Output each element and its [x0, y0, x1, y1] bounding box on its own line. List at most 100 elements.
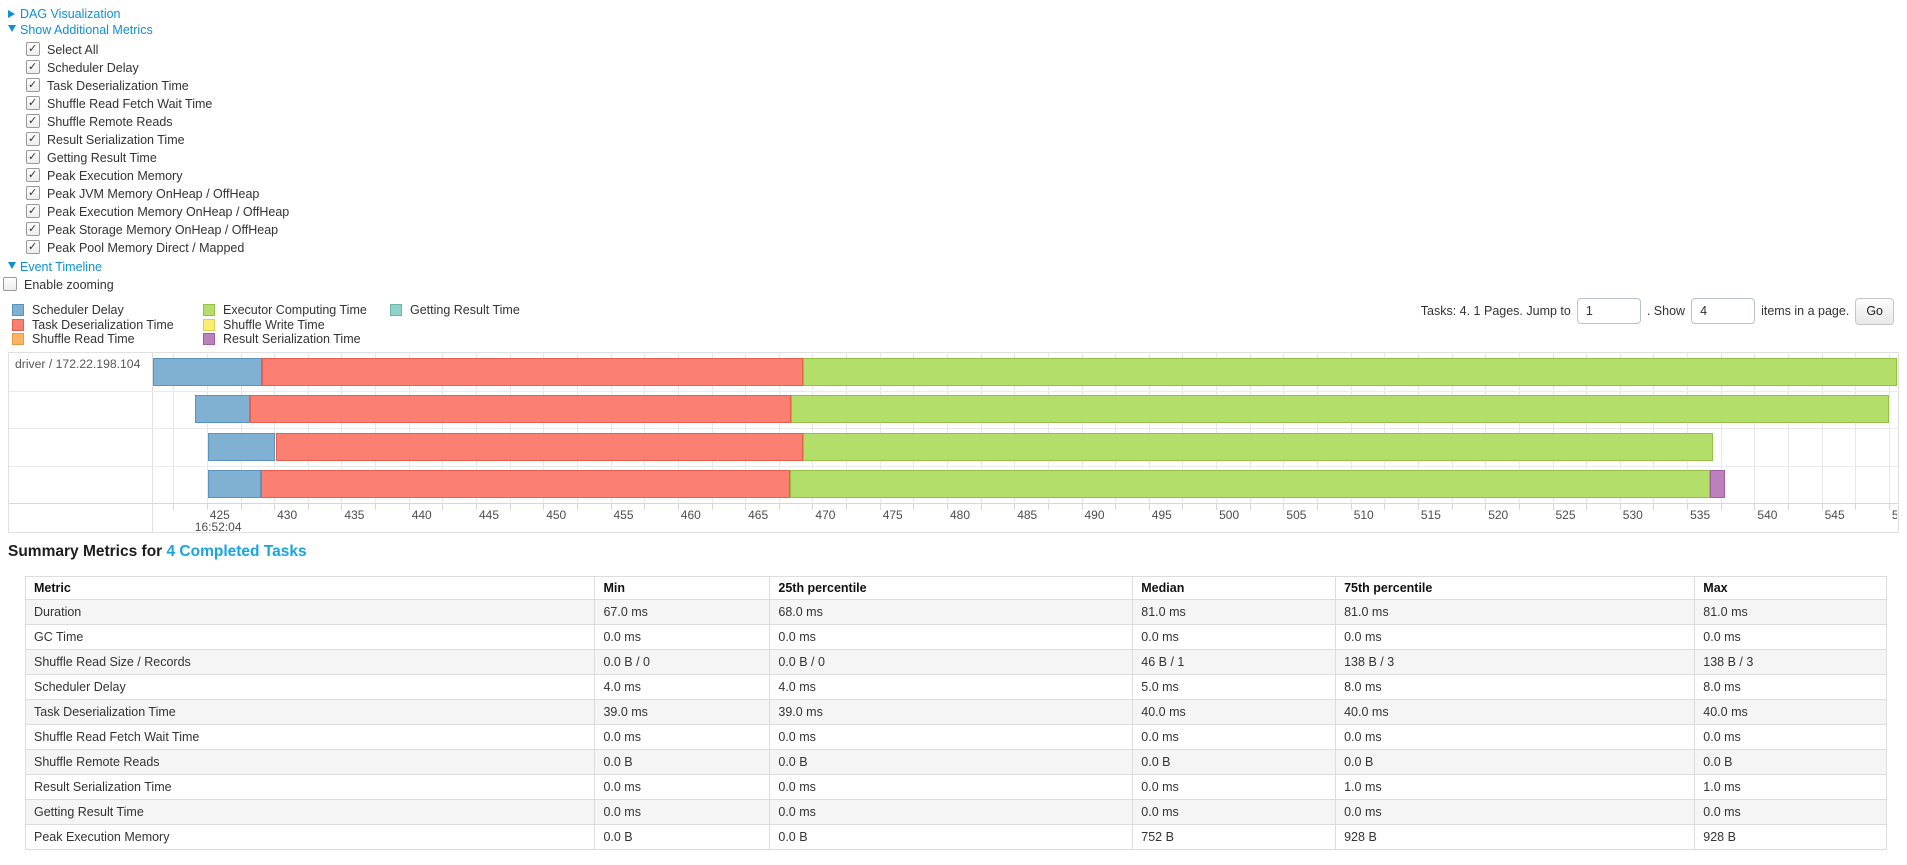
- table-cell: 0.0 ms: [594, 724, 771, 750]
- timeline-axis-tick: [1720, 504, 1722, 510]
- table-cell: 4.0 ms: [769, 674, 1134, 700]
- metric-option-row: Scheduler Delay: [8, 58, 289, 77]
- timeline-axis-tick-label: 475: [882, 508, 903, 522]
- timeline-axis-tick: [1788, 504, 1789, 510]
- metric-checkbox-label: Peak Execution Memory: [47, 169, 183, 183]
- legend-item: Task Deserialization Time: [12, 318, 174, 333]
- table-cell: 928 B: [1694, 824, 1887, 850]
- table-cell: 4.0 ms: [594, 674, 771, 700]
- collapsible-sections: DAG Visualization Show Additional Metric…: [3, 6, 289, 294]
- table-cell: GC Time: [24, 624, 596, 650]
- timeline-axis-line: [9, 503, 1898, 504]
- event-timeline-link[interactable]: Event Timeline: [8, 260, 102, 274]
- enable-zooming-checkbox[interactable]: [3, 277, 17, 291]
- page-size-input[interactable]: [1691, 298, 1756, 324]
- table-row: Shuffle Remote Reads 0.0 B 0.0 B 0.0 B 0.0 B…: [24, 749, 1887, 775]
- legend-column: Scheduler Delay Task Deserialization Time…: [12, 303, 174, 347]
- summary-metrics-table: Metric Min 25th percentile Median 75th perce…: [24, 576, 1887, 850]
- metric-checkbox[interactable]: [26, 112, 40, 130]
- table-cell: 40.0 ms: [1694, 699, 1887, 725]
- dag-visualization-link[interactable]: DAG Visualization: [8, 7, 121, 21]
- legend-item: Getting Result Time: [390, 303, 520, 318]
- timeline-axis-tick: [745, 504, 747, 510]
- enable-zooming-label: Enable zooming: [24, 278, 114, 292]
- legend-label: Shuffle Write Time: [223, 317, 325, 332]
- event-timeline-label: Event Timeline: [20, 260, 102, 274]
- metric-checkbox[interactable]: [26, 94, 40, 112]
- table-cell: 39.0 ms: [594, 699, 771, 725]
- table-cell: 0.0 ms: [1335, 799, 1696, 825]
- table-cell: 138 B / 3: [1335, 649, 1696, 675]
- legend-column: Getting Result Time: [390, 303, 520, 318]
- table-cell: 0.0 ms: [1132, 774, 1337, 800]
- table-cell: Duration: [24, 599, 596, 625]
- metric-checkbox[interactable]: [26, 58, 40, 76]
- metric-checkbox-label: Task Deserialization Time: [47, 79, 189, 93]
- metric-checkbox-label: Peak JVM Memory OnHeap / OffHeap: [47, 187, 260, 201]
- items-per-page-text: items in a page.: [1761, 304, 1850, 318]
- legend-swatch: [203, 333, 215, 345]
- metric-option-row: Shuffle Read Fetch Wait Time: [8, 94, 289, 113]
- timeline-axis-tick: [1687, 504, 1689, 510]
- timeline-axis-tick: [375, 504, 376, 510]
- metric-checkbox[interactable]: [26, 166, 40, 184]
- table-cell: 8.0 ms: [1694, 674, 1887, 700]
- timeline-axis-tick: [1619, 504, 1621, 510]
- legend-label: Task Deserialization Time: [32, 317, 174, 332]
- table-cell: 752 B: [1132, 824, 1337, 850]
- timeline-axis-tick-label: 430: [277, 508, 298, 522]
- tasks-pagination: Tasks: 4. 1 Pages. Jump to . Show items …: [1421, 296, 1894, 326]
- metric-checkbox[interactable]: [26, 202, 40, 220]
- timeline-axis-tick: [879, 504, 881, 510]
- timeline-axis-tick: [1653, 504, 1655, 510]
- timeline-axis-tick-label: 485: [1017, 508, 1038, 522]
- show-additional-metrics-label: Show Additional Metrics: [20, 23, 153, 37]
- table-row: Task Deserialization Time 39.0 ms 39.0 ms 4…: [24, 699, 1887, 725]
- timeline-axis-tick: [846, 504, 847, 510]
- table-cell: Task Deserialization Time: [24, 699, 596, 725]
- show-additional-metrics-link[interactable]: Show Additional Metrics: [8, 23, 153, 37]
- timeline-axis-tick: [913, 504, 915, 510]
- metric-checkbox[interactable]: [26, 238, 40, 256]
- table-cell: Shuffle Remote Reads: [24, 749, 596, 775]
- timeline-task-bar-segment-result-serialization: [1710, 470, 1725, 498]
- timeline-axis-tick: [778, 504, 780, 510]
- timeline-axis-tick: [1888, 504, 1890, 510]
- table-cell: 0.0 ms: [594, 799, 771, 825]
- metric-checkbox[interactable]: [26, 40, 40, 58]
- timeline-axis-tick-label: 490: [1084, 508, 1105, 522]
- metric-checkbox[interactable]: [26, 184, 40, 202]
- legend-item: Shuffle Write Time: [203, 318, 367, 333]
- timeline-axis-tick: [711, 504, 713, 510]
- metric-checkbox-label: Peak Pool Memory Direct / Mapped: [47, 241, 245, 255]
- metric-checkbox[interactable]: [26, 130, 40, 148]
- table-cell: 46 B / 1: [1132, 649, 1337, 675]
- timeline-axis-tick-label: 480: [950, 508, 971, 522]
- table-cell: 0.0 ms: [1335, 624, 1696, 650]
- table-cell: 67.0 ms: [594, 599, 771, 625]
- jump-to-page-input[interactable]: [1576, 298, 1641, 324]
- go-button[interactable]: Go: [1855, 297, 1894, 325]
- table-cell: Shuffle Read Size / Records: [24, 649, 596, 675]
- table-cell: 40.0 ms: [1335, 699, 1696, 725]
- table-row: Peak Execution Memory 0.0 B 0.0 B 752 B 928 …: [24, 824, 1887, 850]
- timeline-axis-tick-label: 510: [1353, 508, 1374, 522]
- timeline-axis-tick-label: 470: [815, 508, 836, 522]
- legend-swatch: [12, 304, 24, 316]
- legend-swatch: [12, 333, 24, 345]
- metric-checkbox[interactable]: [26, 148, 40, 166]
- timeline-axis-tick: [1451, 504, 1453, 510]
- completed-tasks-link[interactable]: 4 Completed Tasks: [166, 543, 307, 560]
- table-cell: Getting Result Time: [24, 799, 596, 825]
- timeline-axis-tick: [543, 504, 545, 510]
- timeline-task-bar-segment-scheduler-delay: [153, 357, 262, 386]
- table-cell: 0.0 ms: [1132, 799, 1337, 825]
- table-cell: 0.0 B: [594, 749, 771, 775]
- timeline-axis-tick: [274, 504, 276, 510]
- timeline-axis-tick: [1485, 504, 1487, 510]
- metric-checkbox[interactable]: [26, 76, 40, 94]
- legend-swatch: [203, 318, 215, 331]
- metric-checkbox[interactable]: [26, 220, 40, 238]
- table-cell: 0.0 ms: [1694, 724, 1887, 750]
- table-row: Shuffle Read Fetch Wait Time 0.0 ms 0.0 ms…: [24, 724, 1887, 750]
